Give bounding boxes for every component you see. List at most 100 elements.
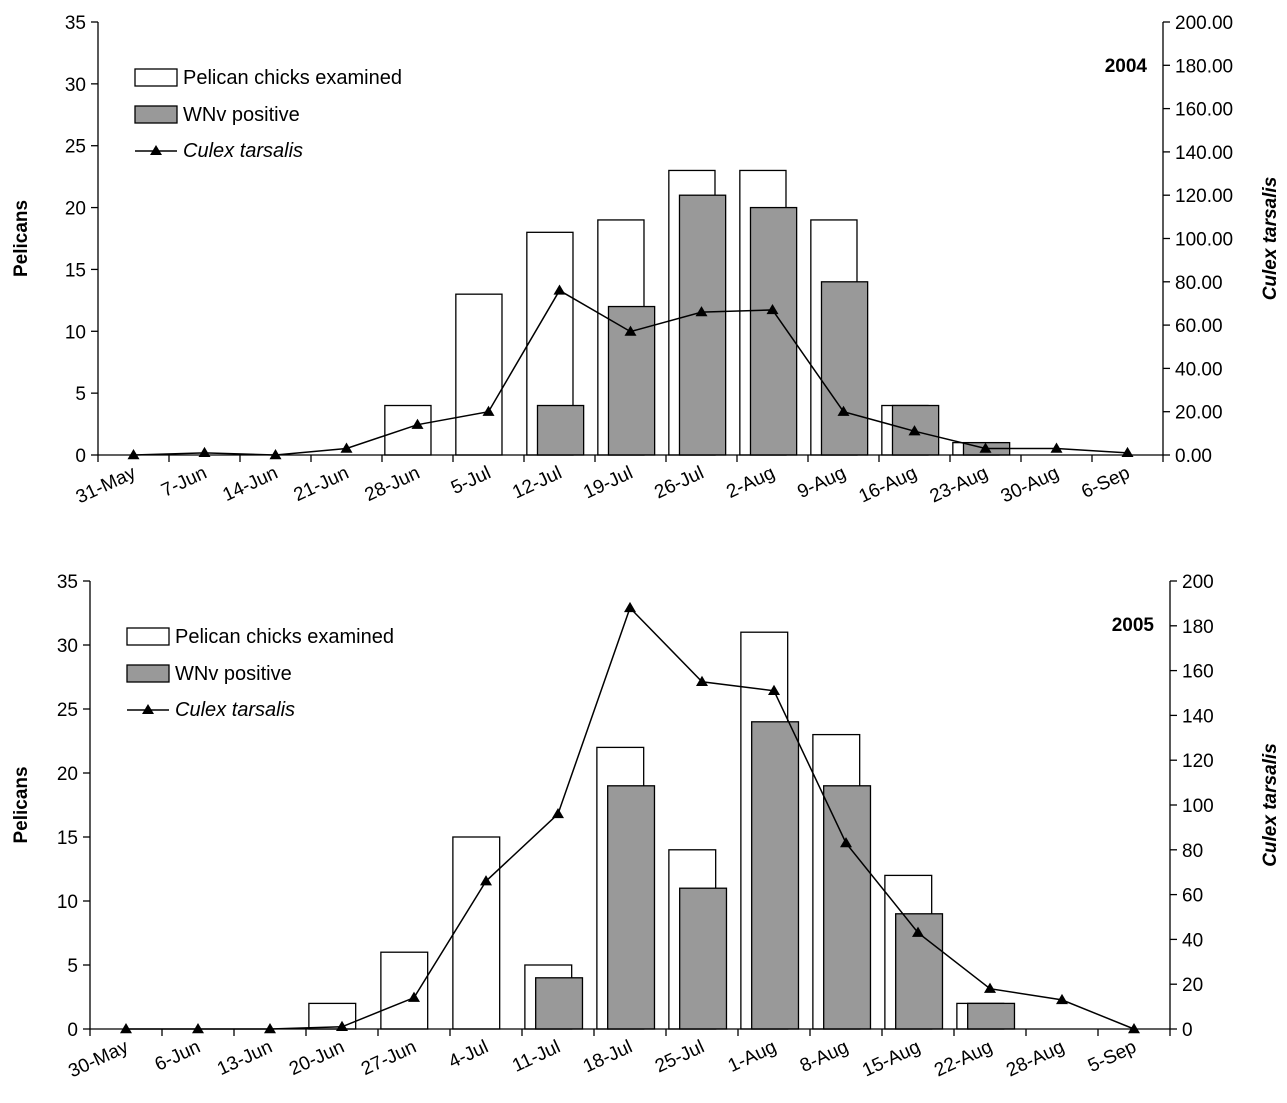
culex-point-28-Aug — [1056, 993, 1068, 1005]
culex-point-5-Sep — [1128, 1023, 1140, 1034]
x-tick-label: 2-Aug — [723, 462, 778, 502]
x-tick-label: 30-May — [65, 1036, 132, 1082]
legend-label-wnv-positive: WNv positive — [183, 104, 300, 126]
culex-point-15-Aug — [912, 926, 924, 937]
x-tick-label: 6-Jun — [152, 1036, 204, 1075]
y-left-tick-label: 15 — [65, 260, 86, 281]
y-left-tick-label: 15 — [57, 828, 78, 849]
y-right-tick-label: 160.00 — [1175, 100, 1233, 121]
x-tick-label: 23-Aug — [927, 462, 991, 507]
bar-wnv-positive-2-Aug — [749, 206, 798, 456]
culex-point-23-Aug — [979, 442, 992, 453]
y-right-tick-label: 60 — [1182, 886, 1203, 907]
bar-wnv-positive-9-Aug — [820, 281, 869, 456]
y-right-tick-label: 200.00 — [1175, 13, 1233, 34]
x-tick-label: 15-Aug — [859, 1036, 923, 1081]
x-tick-label: 26-Jul — [651, 462, 707, 503]
x-tick-label: 9-Aug — [794, 462, 849, 502]
x-tick-label: 20-Jun — [286, 1036, 348, 1080]
x-tick-label: 11-Jul — [509, 1036, 564, 1076]
bar-wnv-positive-1-Aug — [751, 721, 800, 1030]
y-right-tick-label: 100 — [1182, 796, 1214, 817]
bar-examined-28-Jun — [384, 404, 432, 456]
x-tick-label: 13-Jun — [214, 1036, 276, 1080]
culex-point-12-Jul — [553, 284, 566, 295]
y-right-tick-label: 200 — [1182, 572, 1214, 593]
legend-swatch-wnv-positive — [134, 105, 178, 124]
y-left-tick-label: 0 — [75, 446, 86, 467]
y-right-tick-label: 140.00 — [1175, 143, 1233, 164]
y-axis-left-title: Pelicans — [11, 200, 32, 277]
culex-point-19-Jul — [624, 325, 637, 336]
y-right-tick-label: 20 — [1182, 975, 1203, 996]
y-left-tick-label: 30 — [57, 636, 78, 657]
bar-wnv-positive-12-Jul — [536, 404, 585, 456]
y-right-tick-label: 40.00 — [1175, 359, 1223, 380]
y-left-tick-label: 35 — [57, 572, 78, 593]
y-left-tick-label: 25 — [57, 700, 78, 721]
y-right-tick-label: 0.00 — [1175, 446, 1212, 467]
year-label: 2004 — [1105, 56, 1148, 77]
x-tick-label: 25-Jul — [652, 1036, 708, 1077]
y-right-tick-label: 120 — [1182, 751, 1214, 772]
legend-swatch-culex-marker — [142, 704, 154, 714]
legend-label-culex: Culex tarsalis — [175, 699, 295, 721]
bar-examined-5-Jul — [455, 293, 503, 456]
culex-point-6-Jun — [192, 1023, 204, 1034]
culex-point-14-Jun — [269, 449, 282, 460]
culex-point-25-Jul — [696, 675, 708, 686]
bar-examined-4-Jul — [452, 836, 501, 1030]
chart-panel-2005: 0 5 10 15 20 25 30 35 0 20 40 60 80 100 120 140 160 180 20… — [11, 572, 1281, 1082]
y-right-tick-label: 60.00 — [1175, 316, 1223, 337]
y-left-tick-label: 20 — [65, 199, 86, 220]
year-label: 2005 — [1112, 615, 1155, 636]
bar-examined-20-Jun — [308, 1002, 357, 1030]
bar-wnv-positive-8-Aug — [823, 785, 872, 1030]
legend-label-examined: Pelican chicks examined — [183, 67, 402, 89]
y-right-tick-label: 160 — [1182, 662, 1214, 683]
y-right-tick-label: 80 — [1182, 841, 1203, 862]
y-right-tick-label: 0 — [1182, 1020, 1193, 1041]
bar-wnv-positive-25-Jul — [679, 887, 728, 1030]
culex-point-13-Jun — [264, 1023, 276, 1034]
bar-wnv-positive-18-Jul — [607, 785, 656, 1030]
y-left-tick-label: 0 — [67, 1020, 78, 1041]
x-tick-label: 22-Aug — [931, 1036, 995, 1081]
y-right-tick-label: 180 — [1182, 617, 1214, 638]
culex-point-22-Aug — [984, 982, 996, 993]
culex-point-30-Aug — [1050, 442, 1063, 453]
y-left-tick-label: 5 — [75, 384, 86, 405]
chart-panel-2004: 0 5 10 15 20 25 30 35 0.00 20.00 40.00 60.00 80.00 10… — [11, 13, 1281, 508]
x-tick-label: 28-Jun — [362, 462, 424, 506]
y-right-tick-label: 40 — [1182, 930, 1203, 951]
legend-label-examined: Pelican chicks examined — [175, 626, 394, 648]
x-tick-label: 5-Sep — [1085, 1036, 1140, 1076]
legend-label-culex: Culex tarsalis — [183, 140, 303, 162]
x-tick-label: 16-Aug — [856, 462, 920, 507]
x-tick-label: 27-Jun — [358, 1036, 420, 1080]
y-right-tick-label: 20.00 — [1175, 403, 1223, 424]
bar-wnv-positive-22-Aug — [967, 1002, 1016, 1030]
culex-point-9-Aug — [837, 405, 850, 416]
x-tick-label: 28-Aug — [1003, 1036, 1067, 1081]
y-left-tick-label: 25 — [65, 137, 86, 158]
y-axis-right-title: Culex tarsalis — [1260, 177, 1281, 301]
y-right-tick-label: 100.00 — [1175, 230, 1233, 251]
x-tick-label: 21-Jun — [291, 462, 353, 506]
y-right-tick-label: 180.00 — [1175, 56, 1233, 77]
x-tick-label: 7-Jun — [158, 462, 210, 501]
culex-point-18-Jul — [624, 601, 636, 613]
y-axis-left-title: Pelicans — [11, 766, 32, 843]
culex-point-27-Jun — [408, 991, 420, 1002]
x-tick-label: 4-Jul — [446, 1036, 492, 1072]
x-tick-label: 6-Sep — [1078, 462, 1133, 502]
legend-swatch-culex-marker — [150, 145, 162, 155]
x-tick-label: 19-Jul — [580, 462, 636, 503]
y-left-tick-label: 5 — [67, 956, 78, 977]
y-left-tick-label: 10 — [57, 892, 78, 913]
y-left-tick-label: 35 — [65, 13, 86, 34]
culex-point-8-Aug — [840, 837, 852, 848]
legend-swatch-examined — [126, 627, 170, 646]
x-tick-label: 12-Jul — [509, 462, 565, 503]
